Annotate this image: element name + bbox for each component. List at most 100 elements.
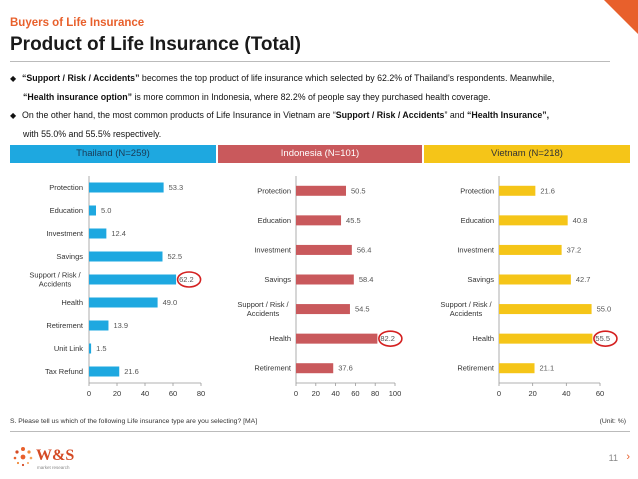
- title-divider: [10, 61, 610, 62]
- bar: [89, 274, 177, 285]
- bar: [89, 366, 120, 377]
- bullet-1-text: becomes the top product of life insuranc…: [139, 73, 555, 83]
- x-tick-label: 60: [351, 389, 359, 398]
- bar: [296, 274, 354, 285]
- corner-accent: [604, 0, 638, 34]
- highlight-circle: [593, 330, 618, 347]
- category-label: Protection: [460, 186, 494, 195]
- bar: [89, 297, 158, 308]
- chevron-right-icon: ›: [626, 451, 630, 463]
- category-label: Tax Refund: [45, 367, 83, 376]
- bar: [89, 182, 164, 193]
- bar: [499, 304, 592, 315]
- bullet-1-quote: “Support / Risk / Accidents”: [22, 73, 140, 83]
- data-label: 13.9: [113, 321, 128, 330]
- data-label: 58.4: [359, 275, 374, 284]
- category-label: Support / Risk /: [29, 271, 81, 280]
- data-label: 37.2: [567, 245, 582, 254]
- category-label: Support / Risk /: [237, 300, 289, 309]
- data-label: 62.2: [179, 275, 194, 284]
- bullet-2-quote-1: Support / Risk / Accidents: [335, 110, 445, 120]
- x-tick-label: 40: [331, 389, 339, 398]
- x-tick-label: 60: [169, 389, 177, 398]
- category-label: Support / Risk /: [440, 300, 492, 309]
- highlight-circle: [176, 271, 202, 288]
- category-label: Savings: [264, 275, 291, 284]
- unit-label: (Unit: %): [599, 418, 626, 425]
- category-label: Health: [472, 334, 494, 343]
- category-label: Savings: [56, 252, 83, 261]
- bar: [296, 185, 346, 196]
- category-label: Accidents: [450, 309, 483, 318]
- bullet-2-quote-2: “Health Insurance”,: [466, 110, 550, 120]
- category-label: Investment: [254, 245, 292, 254]
- bar: [89, 343, 92, 354]
- bar: [296, 244, 352, 255]
- category-label: Education: [50, 206, 83, 215]
- logo-dots-icon: [13, 447, 33, 467]
- bar: [296, 363, 334, 374]
- bar: [499, 363, 535, 374]
- data-label: 5.0: [101, 206, 111, 215]
- bullet-2-mid: ” and: [444, 110, 467, 120]
- page-title: Product of Life Insurance (Total): [10, 34, 301, 55]
- bar: [296, 215, 342, 226]
- logo-subtitle: market research: [37, 465, 70, 470]
- page-number: 11: [608, 453, 618, 463]
- x-tick-label: 0: [87, 389, 91, 398]
- data-label: 55.0: [597, 305, 612, 314]
- category-label: Investment: [46, 229, 84, 238]
- data-label: 55.5: [595, 334, 610, 343]
- data-label: 53.3: [169, 183, 184, 192]
- data-label: 1.5: [96, 344, 106, 353]
- survey-question-footnote: S. Please tell us which of the following…: [10, 418, 258, 425]
- category-label: Retirement: [46, 321, 84, 330]
- data-label: 82.2: [380, 334, 395, 343]
- category-label: Accidents: [247, 309, 280, 318]
- category-label: Retirement: [457, 364, 495, 373]
- section-kicker: Buyers of Life Insurance: [10, 17, 145, 29]
- category-label: Protection: [257, 186, 291, 195]
- bar: [89, 205, 96, 216]
- data-label: 54.5: [355, 305, 370, 314]
- data-label: 21.1: [540, 364, 555, 373]
- x-tick-label: 0: [294, 389, 298, 398]
- category-label: Health: [269, 334, 291, 343]
- bar: [499, 244, 562, 255]
- data-label: 45.5: [346, 216, 361, 225]
- category-label: Investment: [457, 245, 495, 254]
- category-label: Health: [61, 298, 83, 307]
- bullet-2-text: On the other hand, the most common produ…: [22, 110, 336, 120]
- data-label: 40.8: [573, 216, 588, 225]
- bullet-2-line-2: with 55.0% and 55.5% respectively.: [23, 129, 162, 139]
- bullet-1-line-1: ◆ “Support / Risk / Accidents” becomes th…: [10, 69, 630, 88]
- data-label: 49.0: [163, 298, 178, 307]
- panel-header-vietnam: Vietnam (N=218): [424, 145, 630, 163]
- x-tick-label: 40: [562, 389, 570, 398]
- x-tick-label: 80: [197, 389, 205, 398]
- x-tick-label: 20: [528, 389, 536, 398]
- panel-header-indonesia: Indonesia (N=101): [218, 145, 422, 163]
- category-label: Education: [258, 216, 291, 225]
- bullet-2-line-1: ◆ On the other hand, the most common prod…: [10, 106, 630, 125]
- x-tick-label: 20: [312, 389, 320, 398]
- bullet-1-text-2: is more common in Indonesia, where 82.2%…: [132, 92, 491, 102]
- data-label: 21.6: [540, 186, 555, 195]
- bar: [296, 333, 378, 344]
- category-label: Protection: [49, 183, 83, 192]
- category-label: Accidents: [39, 280, 72, 289]
- footer-divider: [10, 431, 630, 432]
- x-tick-label: 20: [113, 389, 121, 398]
- bar: [89, 228, 107, 239]
- bullet-1-quote-2: “Health insurance option”: [23, 92, 132, 102]
- diamond-bullet-icon: ◆: [10, 111, 17, 120]
- data-label: 37.6: [338, 364, 353, 373]
- x-tick-label: 60: [596, 389, 604, 398]
- bar: [296, 304, 350, 315]
- diamond-bullet-icon: ◆: [10, 74, 17, 83]
- x-tick-label: 80: [371, 389, 379, 398]
- panel-header-thailand: Thailand (N=259): [10, 145, 216, 163]
- data-label: 21.6: [124, 367, 139, 376]
- data-label: 42.7: [576, 275, 591, 284]
